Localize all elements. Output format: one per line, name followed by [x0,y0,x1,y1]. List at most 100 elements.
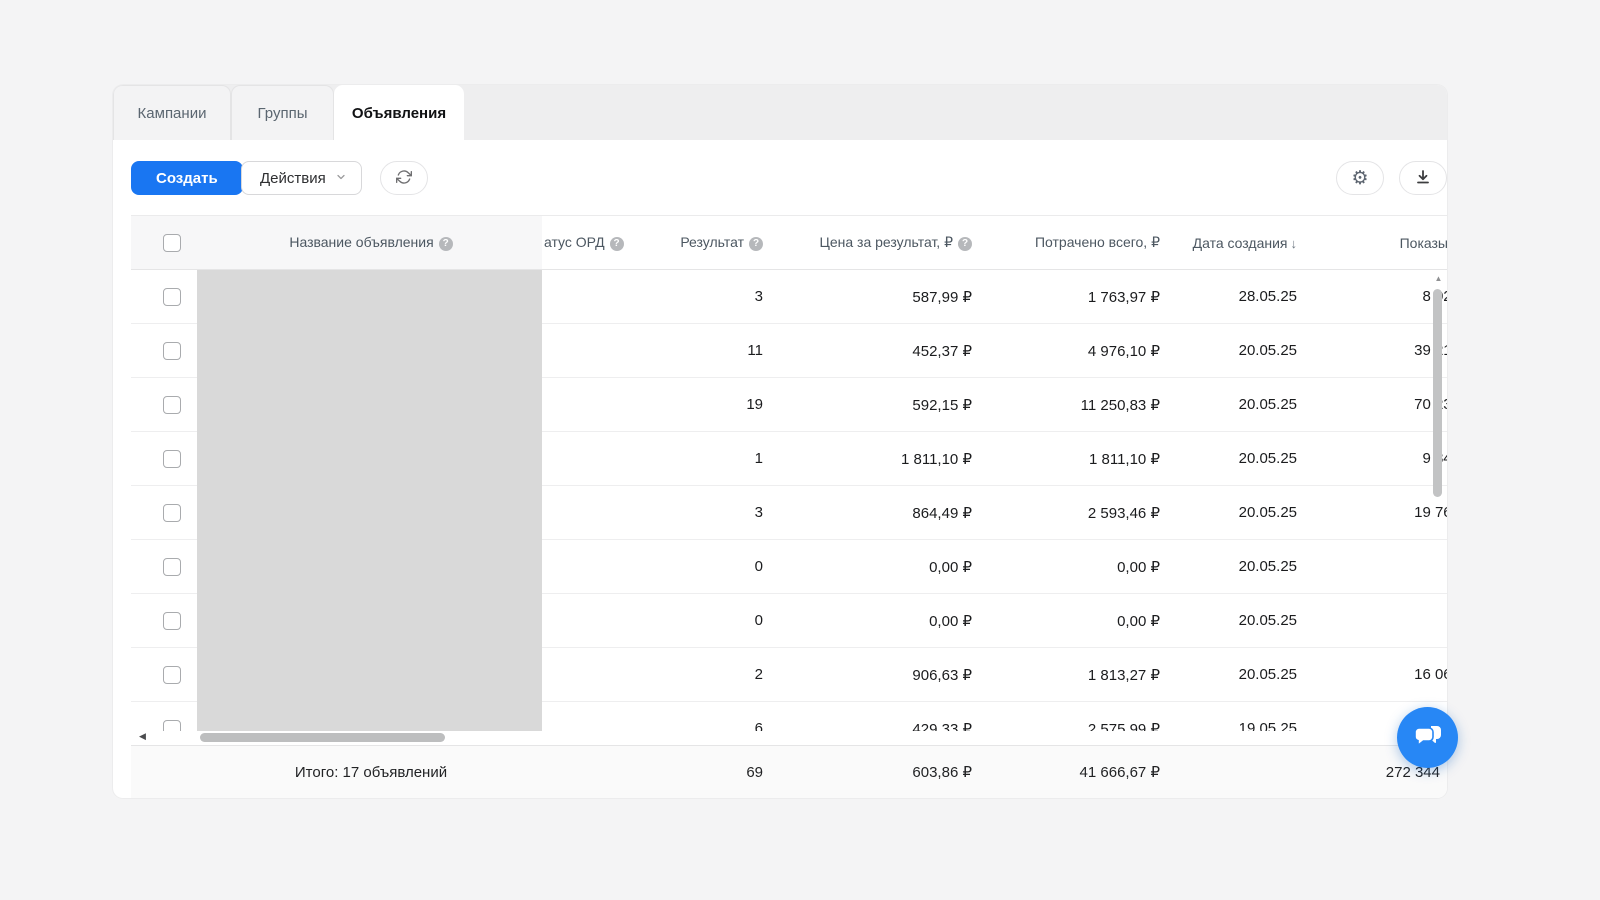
help-icon[interactable]: ? [958,237,972,251]
result-cell: 19 [746,396,763,413]
row-checkbox[interactable] [163,503,181,522]
refresh-icon [396,169,412,188]
impressions-cell: 19 768 [1414,504,1447,521]
create-button[interactable]: Создать [131,161,243,195]
select-all-checkbox[interactable] [163,233,181,252]
ads-table: Название объявления? атус ОРД? Результат… [131,215,1447,798]
result-cell: 2 [754,666,763,683]
toolbar: Создать Действия ⚙ [113,140,1447,215]
result-cell: 0 [754,558,763,575]
redacted-ad-names-overlay [197,270,542,731]
spent-cell: 0,00 ₽ [1117,558,1160,576]
result-cell: 0 [754,612,763,629]
impressions-cell: 70 233 [1414,396,1447,413]
price-cell: 592,15 ₽ [912,396,972,414]
table-body: 3 587,99 ₽ 1 763,97 ₽ 28.05.25 8 021 11 … [131,270,1447,731]
price-cell: 587,99 ₽ [912,288,972,306]
actions-dropdown-button[interactable]: Действия [241,161,362,195]
table-header-row: Название объявления? атус ОРД? Результат… [131,215,1447,270]
spent-cell: 2 593,46 ₽ [1087,504,1160,522]
help-icon[interactable]: ? [609,237,624,251]
row-checkbox[interactable] [163,449,181,468]
result-cell: 11 [747,342,763,359]
date-cell: 20.05.25 [1238,450,1297,467]
refresh-button[interactable] [380,161,428,195]
tab-bar: Кампании Группы Объявления [113,85,1447,140]
spent-cell: 1 813,27 ₽ [1087,666,1160,684]
totals-label: Итого: 17 объявлений [294,763,448,781]
row-checkbox[interactable] [163,557,181,576]
header-price-per-result: Цена за результат, ₽? [771,234,981,251]
spent-cell: 4 976,10 ₽ [1087,342,1160,360]
header-result: Результат? [655,234,771,251]
support-chat-button[interactable] [1397,707,1458,768]
header-spent-total: Потрачено всего, ₽ [981,234,1166,251]
download-icon [1415,169,1431,188]
date-cell: 20.05.25 [1238,342,1297,359]
spent-cell: 11 250,83 ₽ [1080,396,1160,414]
help-icon[interactable]: ? [438,237,453,251]
impressions-cell: 9 842 [1422,450,1447,467]
settings-button[interactable]: ⚙ [1336,161,1384,195]
tab-groups[interactable]: Группы [231,85,334,140]
header-ad-name-label: Название объявления [289,234,434,250]
row-checkbox[interactable] [163,665,181,684]
impressions-cell: 39 215 [1414,342,1447,359]
chevron-down-icon [335,170,347,187]
result-cell: 3 [754,504,763,521]
tab-campaigns[interactable]: Кампании [113,85,231,140]
price-cell: 452,37 ₽ [912,342,972,360]
export-download-button[interactable] [1399,161,1447,195]
spent-cell: 0,00 ₽ [1117,612,1160,630]
header-ord-status: атус ОРД? [542,234,655,251]
tab-groups-label: Группы [257,104,308,122]
vertical-scroll-up-arrow-icon[interactable]: ▲ [1434,274,1443,283]
date-cell: 19.05.25 [1238,720,1297,731]
tab-ads[interactable]: Объявления [334,85,464,140]
row-checkbox[interactable] [163,719,181,731]
horizontal-scrollbar[interactable]: ◀ [131,730,1447,745]
spent-cell: 1 763,97 ₽ [1087,288,1160,306]
price-cell: 906,63 ₽ [912,666,972,684]
result-cell: 6 [754,720,763,731]
header-impressions: Показы [1315,235,1447,251]
chat-icon [1412,720,1444,755]
ads-manager-panel: Кампании Группы Объявления Создать Дейст… [113,85,1447,798]
price-cell: 864,49 ₽ [912,504,972,522]
header-price-label: Цена за результат, ₽ [819,234,953,250]
price-cell: 0,00 ₽ [929,558,972,576]
header-spent-label: Потрачено всего, ₽ [1034,234,1160,250]
tab-ads-label: Объявления [351,104,447,122]
impressions-cell: 8 021 [1422,288,1447,305]
header-created-label: Дата создания [1192,234,1288,251]
row-checkbox[interactable] [163,395,181,414]
sort-desc-icon: ↓ [1290,235,1298,251]
price-cell: 429,33 ₽ [912,720,972,732]
totals-spent: 41 666,67 ₽ [1079,764,1160,781]
totals-price: 603,86 ₽ [912,764,972,781]
horizontal-scroll-left-arrow-icon[interactable]: ◀ [139,731,146,741]
date-cell: 20.05.25 [1238,666,1297,683]
row-checkbox[interactable] [163,287,181,306]
date-cell: 28.05.25 [1238,288,1297,305]
row-checkbox[interactable] [163,611,181,630]
impressions-cell: 16 064 [1414,666,1447,683]
date-cell: 20.05.25 [1238,612,1297,629]
header-created-date[interactable]: Дата создания ↓ [1166,235,1315,251]
help-icon[interactable]: ? [749,237,763,251]
header-result-label: Результат [680,234,744,250]
result-cell: 3 [754,288,763,305]
actions-label: Действия [260,169,326,187]
result-cell: 1 [754,450,763,467]
totals-result: 69 [746,763,763,781]
horizontal-scrollbar-thumb[interactable] [200,733,445,742]
header-ord-status-label: атус ОРД [544,234,605,250]
tab-campaigns-label: Кампании [137,104,207,122]
vertical-scrollbar-thumb[interactable] [1433,289,1442,497]
price-cell: 1 811,10 ₽ [901,450,972,468]
spent-cell: 1 811,10 ₽ [1089,450,1160,468]
row-checkbox[interactable] [163,341,181,360]
date-cell: 20.05.25 [1238,504,1297,521]
gear-icon: ⚙ [1351,167,1369,189]
